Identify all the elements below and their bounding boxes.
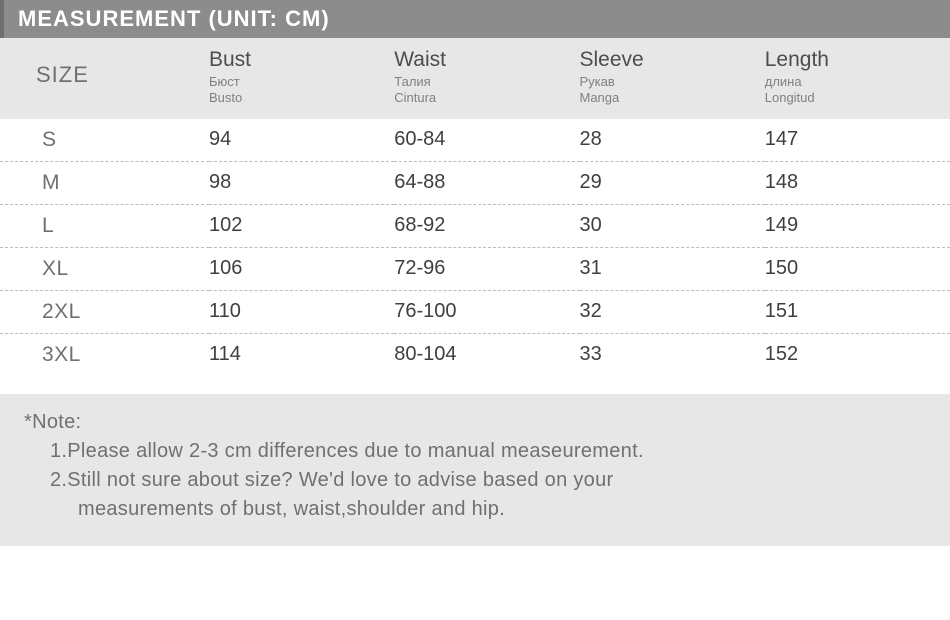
title-bar: MEASUREMENT (UNIT: CM): [0, 0, 950, 38]
header-length: Length: [765, 48, 950, 72]
header-bust: Bust: [209, 48, 394, 72]
cell-bust: 110: [209, 290, 394, 333]
cell-sleeve: 32: [580, 290, 765, 333]
cell-size: XL: [0, 247, 209, 290]
cell-waist: 80-104: [394, 333, 579, 376]
cell-sleeve: 29: [580, 161, 765, 204]
cell-sleeve: 31: [580, 247, 765, 290]
table-row: S 94 60-84 28 147: [0, 119, 950, 162]
header-bust-es: Busto: [209, 90, 394, 106]
header-length-ru: длина: [765, 74, 950, 90]
measurement-chart: MEASUREMENT (UNIT: CM) SIZE Bust Бюст Bu…: [0, 0, 950, 546]
header-sleeve-es: Manga: [580, 90, 765, 106]
header-length-es: Longitud: [765, 90, 950, 106]
cell-sleeve: 30: [580, 204, 765, 247]
cell-waist: 60-84: [394, 119, 579, 162]
cell-sleeve: 28: [580, 119, 765, 162]
table-row: 2XL 110 76-100 32 151: [0, 290, 950, 333]
note-block: *Note: 1.Please allow 2-3 cm differences…: [0, 394, 950, 546]
header-waist-ru: Талия: [394, 74, 579, 90]
cell-sleeve: 33: [580, 333, 765, 376]
cell-waist: 64-88: [394, 161, 579, 204]
cell-waist: 68-92: [394, 204, 579, 247]
header-size: SIZE: [36, 48, 209, 88]
size-table: SIZE Bust Бюст Busto Waist Талия Cintura…: [0, 38, 950, 376]
cell-size: S: [0, 119, 209, 162]
header-bust-ru: Бюст: [209, 74, 394, 90]
header-waist-es: Cintura: [394, 90, 579, 106]
cell-size: L: [0, 204, 209, 247]
cell-bust: 114: [209, 333, 394, 376]
cell-length: 151: [765, 290, 950, 333]
cell-length: 150: [765, 247, 950, 290]
cell-waist: 76-100: [394, 290, 579, 333]
note-title: *Note:: [24, 411, 81, 433]
cell-size: 3XL: [0, 333, 209, 376]
header-waist: Waist: [394, 48, 579, 72]
cell-length: 152: [765, 333, 950, 376]
cell-bust: 106: [209, 247, 394, 290]
cell-bust: 94: [209, 119, 394, 162]
table-row: M 98 64-88 29 148: [0, 161, 950, 204]
table-row: L 102 68-92 30 149: [0, 204, 950, 247]
note-line-1: 1.Please allow 2-3 cm differences due to…: [24, 437, 932, 466]
cell-size: M: [0, 161, 209, 204]
table-header-row: SIZE Bust Бюст Busto Waist Талия Cintura…: [0, 38, 950, 119]
header-sleeve-ru: Рукав: [580, 74, 765, 90]
cell-waist: 72-96: [394, 247, 579, 290]
cell-size: 2XL: [0, 290, 209, 333]
note-line-2a: 2.Still not sure about size? We'd love t…: [24, 466, 932, 495]
cell-bust: 102: [209, 204, 394, 247]
header-sleeve: Sleeve: [580, 48, 765, 72]
note-line-2b: measurements of bust, waist,shoulder and…: [24, 495, 932, 524]
cell-bust: 98: [209, 161, 394, 204]
cell-length: 149: [765, 204, 950, 247]
table-row: 3XL 114 80-104 33 152: [0, 333, 950, 376]
cell-length: 148: [765, 161, 950, 204]
table-row: XL 106 72-96 31 150: [0, 247, 950, 290]
cell-length: 147: [765, 119, 950, 162]
